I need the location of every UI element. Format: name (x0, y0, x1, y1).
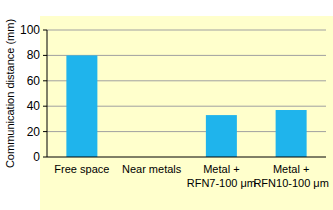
y-tick-label: 40 (27, 99, 41, 113)
y-tick-label: 20 (27, 125, 41, 139)
y-tick (43, 55, 47, 56)
y-tick-label: 100 (20, 23, 40, 37)
y-axis (47, 30, 48, 157)
y-tick (43, 30, 47, 31)
x-tick-label: Metal +RFN7-100 μm (187, 163, 256, 189)
y-tick (43, 80, 47, 81)
x-tick-label: Metal +RFN10-100 μm (253, 163, 328, 189)
chart-container: 0 20 40 60 80 100 Free space Near metals Metal +… (0, 0, 333, 210)
grid-line (47, 30, 326, 31)
y-axis-label: Communication distance (mm) (4, 19, 16, 168)
y-tick (43, 157, 47, 158)
x-tick-label: Near metals (122, 163, 182, 175)
bar (276, 110, 307, 157)
y-tick (43, 106, 47, 107)
chart-background (40, 16, 333, 210)
bar (66, 55, 97, 157)
y-tick-label: 0 (33, 150, 40, 164)
chart-svg: 0 20 40 60 80 100 Free space Near metals Metal +… (0, 0, 333, 210)
y-tick-label: 80 (27, 48, 41, 62)
bar (206, 115, 237, 157)
y-tick-label: 60 (27, 74, 41, 88)
y-tick (43, 131, 47, 132)
bars (66, 55, 306, 157)
x-tick-label: Free space (54, 163, 109, 175)
x-axis (47, 157, 326, 158)
